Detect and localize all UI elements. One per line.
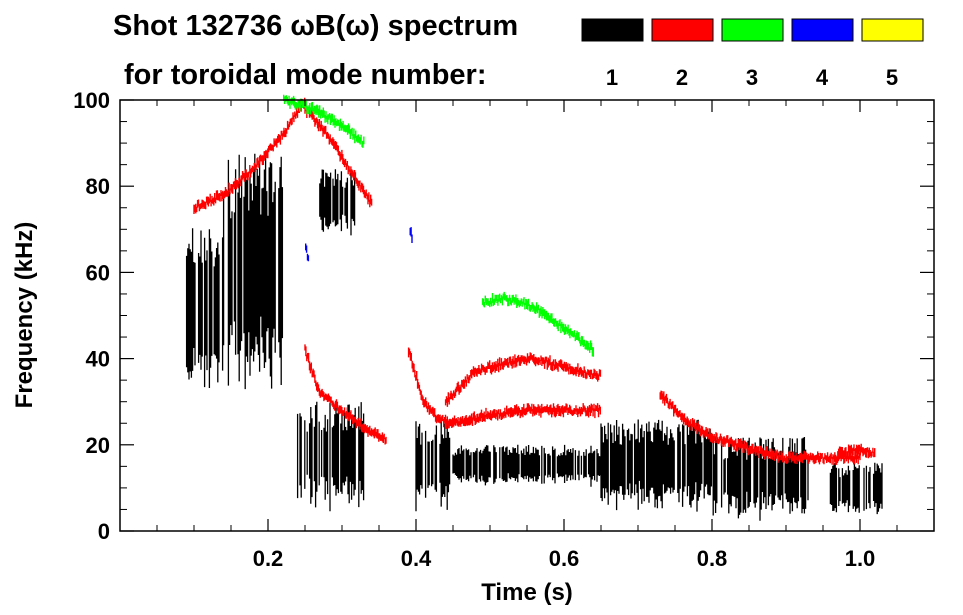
legend-label-4: 4: [816, 65, 829, 90]
y-tick-label: 0: [98, 519, 110, 544]
spectrum-curve-mode-2: [407, 347, 601, 429]
y-tick-label: 80: [86, 174, 110, 199]
axis-ticks: 0.2 0.4 0.6 0.8 1.0 0 20 40 60 80 100: [73, 88, 934, 571]
spectrum-curve-mode-4: [409, 227, 413, 243]
x-axis-label: Time (s): [481, 579, 573, 606]
legend-swatch-5: [861, 18, 924, 42]
spectrum-region-mode-1: [222, 153, 284, 390]
y-tick-label: 60: [86, 260, 110, 285]
spectrum-curve-mode-2: [444, 352, 602, 407]
x-tick-label: 1.0: [845, 546, 876, 571]
spectrum-curve-mode-3: [481, 291, 594, 357]
series-mode-1: [185, 153, 883, 521]
legend-swatch-4: [791, 18, 854, 42]
spectrum-curve-mode-4: [305, 243, 310, 262]
legend-label-3: 3: [746, 65, 758, 90]
x-tick-label: 0.2: [253, 546, 284, 571]
y-tick-label: 100: [73, 88, 110, 113]
series-mode-4: [305, 227, 413, 262]
series-mode-3: [283, 94, 594, 357]
x-tick-label: 0.4: [401, 546, 432, 571]
spectrum-curve-mode-2: [837, 443, 876, 461]
y-tick-label: 40: [86, 347, 110, 372]
spectrum-region-mode-1: [415, 419, 451, 512]
legend-label-5: 5: [886, 65, 898, 90]
spectrum-curve-mode-3: [283, 94, 365, 148]
spectrum-region-mode-1: [319, 169, 356, 236]
spectrum-region-mode-1: [829, 462, 883, 515]
spectrum-curve-mode-2: [193, 97, 306, 214]
spectrum-curve-mode-2: [304, 344, 387, 445]
spectrum-curve-mode-2: [304, 103, 373, 208]
legend-label-1: 1: [606, 65, 618, 90]
y-tick-label: 20: [86, 433, 110, 458]
chart-title-line1: Shot 132736 ωB(ω) spectrum: [113, 10, 518, 42]
spectrum-data-layer: [185, 94, 883, 521]
legend-label-2: 2: [676, 65, 688, 90]
spectrum-region-mode-1: [185, 228, 224, 388]
x-tick-label: 0.6: [549, 546, 580, 571]
legend-swatch-3: [721, 18, 784, 42]
chart-title-line2: for toroidal mode number:: [124, 59, 487, 91]
spectrum-region-mode-1: [712, 437, 809, 521]
legend-swatch-1: [581, 18, 644, 42]
spectrum-region-mode-1: [296, 401, 365, 512]
x-tick-label: 0.8: [697, 546, 728, 571]
legend: 1 2 3 4 5: [581, 18, 924, 90]
y-axis-label: Frequency (kHz): [11, 222, 38, 409]
series-mode-2: [193, 97, 876, 465]
spectrum-region-mode-1: [600, 419, 713, 512]
spectrum-region-mode-1: [452, 444, 602, 487]
legend-swatch-2: [651, 18, 714, 42]
